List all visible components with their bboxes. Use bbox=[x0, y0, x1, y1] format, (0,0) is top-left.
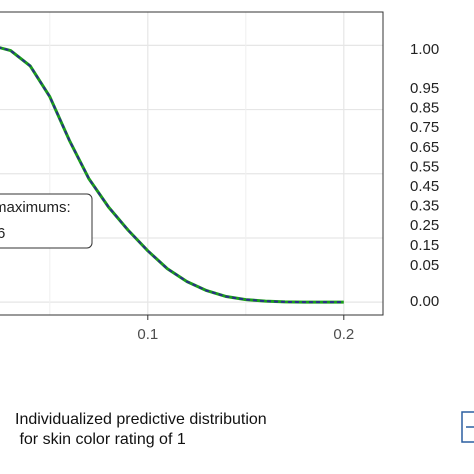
annotation-box bbox=[0, 193, 93, 249]
legend-label: 0.15 bbox=[410, 237, 439, 254]
legend-label: 1.00 bbox=[410, 41, 439, 58]
annotation: maximums: 6 bbox=[0, 193, 93, 249]
legend-label: 0.00 bbox=[410, 293, 439, 310]
legend-label: 0.85 bbox=[410, 100, 439, 117]
panel-border bbox=[0, 11, 384, 316]
legend-label: 0.55 bbox=[410, 158, 439, 175]
annotation-text: 6 bbox=[0, 225, 5, 242]
legend-label: 0.45 bbox=[410, 178, 439, 195]
legend: 1.00 0.95 0.85 0.75 0.65 0.55 0.45 0.35 0.25 0.15… bbox=[410, 41, 439, 310]
legend-label: 0.35 bbox=[410, 198, 439, 215]
legend-key-box bbox=[461, 411, 474, 443]
legend-label: 0.75 bbox=[410, 119, 439, 136]
legend-label: 0.65 bbox=[410, 139, 439, 156]
series-line bbox=[0, 46, 344, 304]
caption: for skin color rating of 1 bbox=[15, 431, 186, 448]
x-axis: 0.1 0.2 bbox=[137, 315, 354, 343]
legend-label: 0.25 bbox=[410, 217, 439, 234]
x-tick-label: 0.1 bbox=[137, 326, 158, 343]
annotation-text: maximums: bbox=[0, 199, 71, 216]
lines bbox=[0, 46, 344, 304]
legend-label: 0.95 bbox=[410, 80, 439, 97]
x-tick-label: 0.2 bbox=[333, 326, 354, 343]
legend-label: 0.05 bbox=[410, 257, 439, 274]
plot-panel bbox=[0, 12, 383, 315]
caption: Individualized predictive distribution bbox=[15, 411, 267, 428]
